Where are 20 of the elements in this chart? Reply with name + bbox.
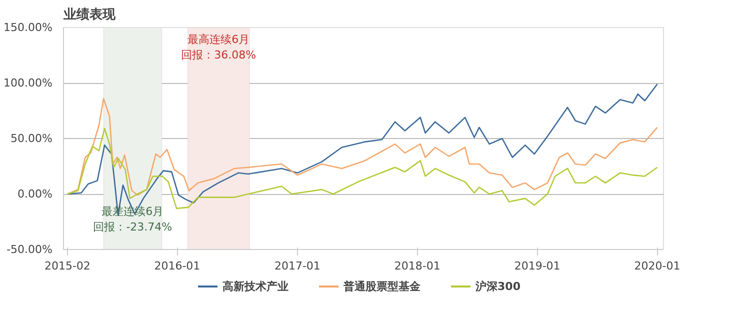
y-tick-label: 100.00% — [4, 76, 53, 90]
x-tick-label: 2016-01 — [154, 260, 200, 272]
y-tick-label: 50.00% — [10, 132, 53, 145]
x-tick-label: 2015-02 — [44, 260, 90, 272]
legend-label: 沪深300 — [476, 278, 520, 294]
legend-label: 普通股票型基金 — [344, 278, 421, 294]
x-tick-label: 2020-01 — [634, 260, 680, 272]
x-tick-label: 2017-01 — [274, 260, 320, 272]
line-series — [66, 83, 658, 216]
band-label: 最高连续6月 — [188, 33, 250, 46]
y-tick-label: -50.00% — [6, 243, 53, 256]
x-tick-label: 2019-01 — [514, 260, 560, 272]
y-tick-label: 0.00% — [18, 188, 53, 200]
y-tick-label: 150.00% — [4, 21, 53, 34]
legend-label: 高新技术产业 — [222, 278, 289, 294]
chart-title: 业绩表现 — [62, 8, 116, 22]
annotation: 回报：36.08% — [181, 48, 256, 62]
line-series — [66, 98, 658, 196]
x-tick-label: 2018-01 — [394, 260, 440, 272]
annotation: 回报：-23.74% — [93, 220, 172, 234]
